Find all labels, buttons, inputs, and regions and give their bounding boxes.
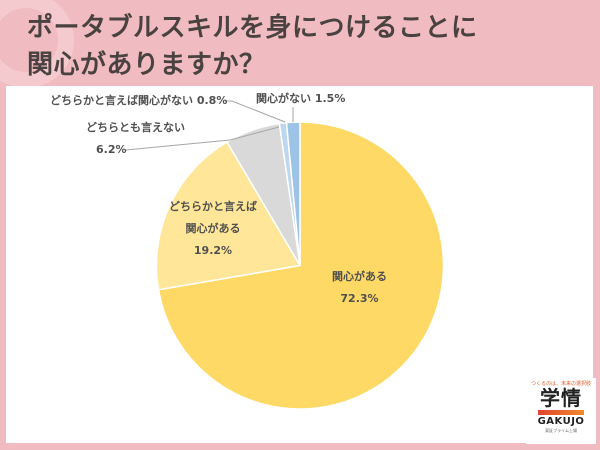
label-pct: 19.2%: [193, 244, 233, 257]
logo-tagline: つくるのは、未来の選択肢: [531, 381, 591, 387]
label-not-interested: 関心がない 1.5%: [256, 92, 346, 105]
leader-somewhat-not: [225, 100, 286, 123]
label-somewhat-not: どちらかと言えば関心がない 0.8%: [50, 94, 228, 107]
label-interested: 関心がある 72.3%: [332, 266, 387, 310]
pie-slice-1: [155, 140, 302, 291]
logo-english: GAKUJO: [537, 416, 585, 427]
label-text-2: 関心がある: [185, 222, 241, 235]
page-title: ポータブルスキルを身につけることに 関心がありますか？: [27, 10, 478, 84]
label-text: どちらとも言えない: [86, 121, 185, 134]
label-somewhat-interested: どちらかと言えば 関心がある 19.2%: [169, 196, 257, 262]
label-text: どちらかと言えば: [169, 200, 257, 213]
label-pct: 6.2%: [96, 143, 127, 156]
logo-subtitle: 東証プライム上場: [545, 428, 577, 433]
logo-kanji: 学情: [540, 386, 582, 410]
label-neutral: どちらとも言えない 6.2%: [86, 117, 185, 161]
label-text: 関心がある: [332, 270, 387, 283]
label-pct: 72.3%: [340, 292, 379, 305]
leader-lines: [125, 100, 294, 151]
pie-slices: [155, 121, 445, 410]
pie-slice-4: [285, 121, 301, 266]
pie-slice-0: [157, 121, 445, 410]
logo-bar: [538, 410, 584, 415]
title-line-2: 関心がありますか？: [27, 50, 266, 80]
gakujo-logo: つくるのは、未来の選択肢 学情 GAKUJO 東証プライム上場: [526, 378, 596, 444]
title-line-1: ポータブルスキルを身につけることに: [27, 13, 478, 43]
leader-neutral: [125, 126, 280, 151]
